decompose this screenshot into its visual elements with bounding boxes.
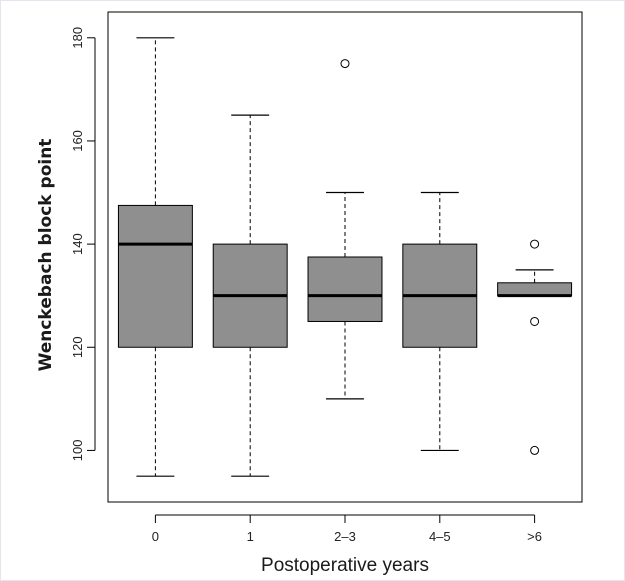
box-group: [117, 37, 193, 477]
outlier-point: [530, 239, 540, 249]
y-axis: 100 120 140 160 180: [70, 27, 96, 462]
box-group: [212, 114, 288, 477]
y-tick-label: 180: [70, 27, 85, 49]
y-tick-label: 160: [70, 130, 85, 152]
outlier-point: [340, 59, 350, 69]
y-tick-label: 140: [70, 233, 85, 255]
x-axis: 0 1 2–3 4–5 >6: [152, 514, 542, 544]
boxes-layer: [117, 37, 573, 477]
box-group: [497, 239, 573, 455]
outlier-point: [530, 316, 540, 326]
x-tick-label: >6: [527, 529, 542, 544]
x-tick-label: 1: [247, 529, 254, 544]
outlier-point: [530, 445, 540, 455]
plot-frame: [107, 11, 583, 503]
x-tick-label: 4–5: [429, 529, 451, 544]
x-tick-label: 2–3: [334, 529, 356, 544]
iqr-box: [307, 256, 383, 322]
y-tick-label: 120: [70, 336, 85, 358]
box-group: [402, 191, 478, 452]
x-tick-label: 0: [152, 529, 159, 544]
iqr-box: [497, 282, 573, 297]
x-axis-title: Postoperative years: [261, 555, 429, 576]
box-group: [307, 59, 383, 400]
y-axis-title: Wenckebach block point: [36, 139, 56, 372]
iqr-box: [117, 204, 193, 348]
y-tick-label: 100: [70, 440, 85, 462]
